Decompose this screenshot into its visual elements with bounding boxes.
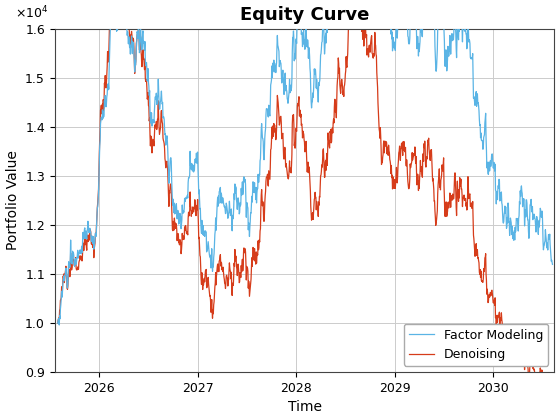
Denoising <box>54 320 61 326</box>
Factor Modeling <box>405 34 412 39</box>
Denoising <box>453 213 460 218</box>
Line: Factor Modeling: Factor Modeling <box>58 0 553 325</box>
Denoising <box>393 165 400 170</box>
Factor Modeling <box>128 41 134 46</box>
Title: Equity Curve: Equity Curve <box>240 6 369 24</box>
Denoising <box>128 33 134 38</box>
Factor Modeling <box>319 40 325 45</box>
Line: Denoising: Denoising <box>58 0 553 410</box>
Denoising <box>549 407 556 412</box>
Legend: Factor Modeling, Denoising: Factor Modeling, Denoising <box>404 324 548 366</box>
Y-axis label: Portfolio Value: Portfolio Value <box>6 150 20 250</box>
X-axis label: Time: Time <box>288 400 321 415</box>
Denoising <box>404 178 411 184</box>
Denoising <box>319 163 325 168</box>
Factor Modeling <box>394 32 400 37</box>
Denoising <box>175 240 182 245</box>
Factor Modeling <box>175 221 182 226</box>
Factor Modeling <box>454 37 460 42</box>
Factor Modeling <box>56 323 63 328</box>
Factor Modeling <box>54 320 61 326</box>
Text: $\times10^4$: $\times10^4$ <box>15 5 48 22</box>
Factor Modeling <box>549 262 556 267</box>
